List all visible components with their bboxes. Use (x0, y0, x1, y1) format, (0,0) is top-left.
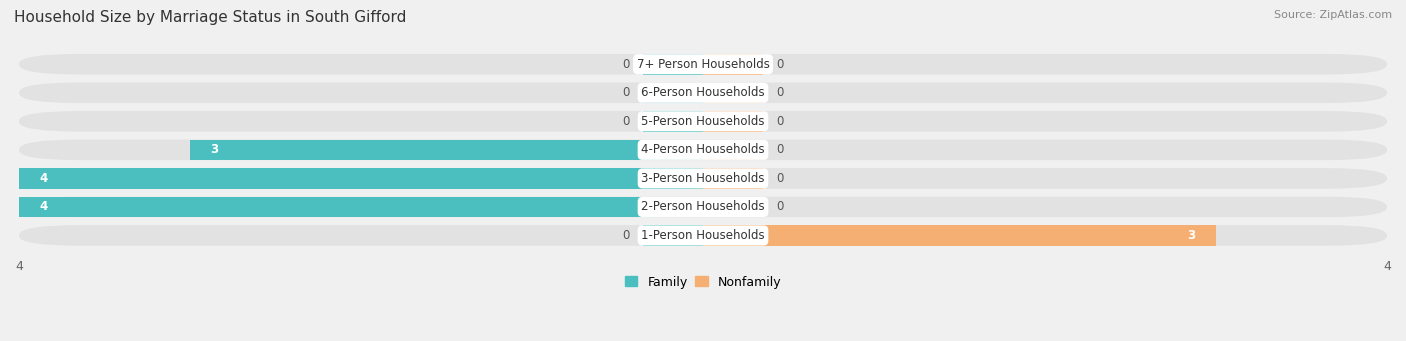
FancyBboxPatch shape (18, 83, 1388, 103)
Text: 5-Person Households: 5-Person Households (641, 115, 765, 128)
Bar (703, 168, 763, 189)
Text: Source: ZipAtlas.com: Source: ZipAtlas.com (1274, 10, 1392, 20)
Text: 1-Person Households: 1-Person Households (641, 229, 765, 242)
Bar (643, 54, 703, 75)
Bar (643, 83, 703, 103)
FancyBboxPatch shape (18, 225, 1388, 246)
Bar (18, 197, 703, 217)
Text: 0: 0 (621, 229, 630, 242)
FancyBboxPatch shape (18, 197, 1388, 217)
Text: 0: 0 (776, 58, 785, 71)
FancyBboxPatch shape (18, 111, 1388, 132)
FancyBboxPatch shape (18, 168, 1388, 189)
Text: 4-Person Households: 4-Person Households (641, 143, 765, 157)
Text: 4: 4 (39, 172, 48, 185)
Text: 0: 0 (776, 86, 785, 99)
Bar (703, 83, 763, 103)
Text: 6-Person Households: 6-Person Households (641, 86, 765, 99)
Bar (703, 139, 763, 160)
Text: 2-Person Households: 2-Person Households (641, 201, 765, 213)
Text: 4: 4 (39, 201, 48, 213)
Text: 7+ Person Households: 7+ Person Households (637, 58, 769, 71)
Text: 0: 0 (621, 58, 630, 71)
FancyBboxPatch shape (18, 139, 1388, 160)
Bar (643, 111, 703, 132)
Text: 3-Person Households: 3-Person Households (641, 172, 765, 185)
Bar (643, 225, 703, 246)
Text: Household Size by Marriage Status in South Gifford: Household Size by Marriage Status in Sou… (14, 10, 406, 25)
Text: 0: 0 (621, 115, 630, 128)
Bar (703, 225, 1216, 246)
Text: 0: 0 (776, 201, 785, 213)
Text: 0: 0 (621, 86, 630, 99)
Bar (703, 54, 763, 75)
Text: 0: 0 (776, 143, 785, 157)
Bar (18, 168, 703, 189)
Text: 3: 3 (211, 143, 218, 157)
Text: 0: 0 (776, 172, 785, 185)
Bar (703, 111, 763, 132)
Bar (703, 197, 763, 217)
Legend: Family, Nonfamily: Family, Nonfamily (620, 271, 786, 294)
FancyBboxPatch shape (18, 54, 1388, 75)
Text: 0: 0 (776, 115, 785, 128)
Bar (190, 139, 703, 160)
Text: 3: 3 (1188, 229, 1195, 242)
